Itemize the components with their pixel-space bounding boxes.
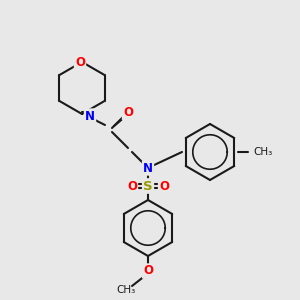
Text: CH₃: CH₃ — [253, 147, 272, 157]
Text: O: O — [127, 179, 137, 193]
Text: O: O — [75, 56, 85, 68]
Text: O: O — [123, 106, 133, 119]
Text: N: N — [143, 161, 153, 175]
Text: CH₃: CH₃ — [116, 285, 136, 295]
Text: N: N — [85, 110, 95, 122]
Text: O: O — [143, 265, 153, 278]
Text: S: S — [143, 179, 153, 193]
Text: O: O — [159, 179, 169, 193]
